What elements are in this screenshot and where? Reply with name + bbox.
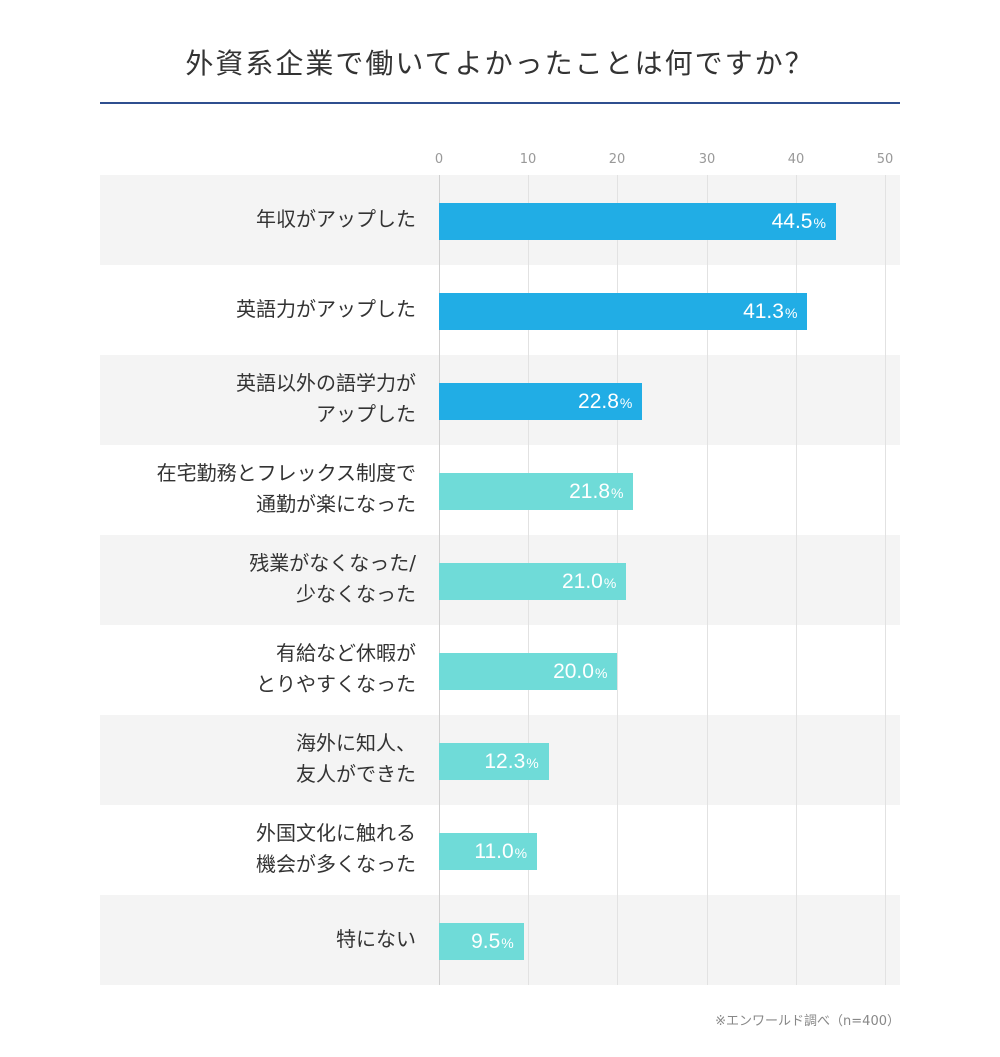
bar-value-label: 12.3%	[484, 743, 538, 780]
category-label-line: 有給など休暇が	[276, 641, 416, 665]
bar: 12.3%	[439, 742, 549, 780]
bar-value-label: 41.3%	[743, 293, 797, 330]
bar-value-unit: %	[611, 484, 624, 501]
gridline	[707, 175, 708, 985]
bar: 11.0%	[439, 832, 538, 870]
category-label: 年収がアップした	[100, 204, 416, 235]
category-label-line: 年収がアップした	[256, 206, 416, 231]
bar: 20.0%	[439, 652, 618, 690]
bar-value-unit: %	[594, 664, 608, 681]
gridline	[885, 175, 886, 985]
category-label-line: 海外に知人、	[296, 731, 416, 755]
x-tick-label: 0	[434, 152, 444, 167]
bar-value-number: 12.3	[484, 749, 526, 773]
bar-value-number: 20.0	[553, 659, 594, 683]
category-label-line: 特にない	[336, 926, 416, 951]
bar-value-unit: %	[526, 754, 539, 771]
bar-value-label: 21.8%	[569, 473, 623, 510]
bar-value-unit: %	[514, 844, 528, 861]
bar-value-number: 21.8	[569, 479, 610, 503]
bar: 41.3%	[439, 292, 808, 330]
category-label: 在宅勤務とフレックス制度で通勤が楽になった	[100, 458, 416, 520]
bar-value-label: 20.0%	[553, 653, 607, 690]
bar-value-label: 11.0%	[474, 833, 527, 870]
category-label-line: 残業がなくなった/	[249, 551, 416, 575]
gridline	[796, 175, 797, 985]
bar-value-unit: %	[603, 574, 617, 591]
bar: 44.5%	[439, 202, 836, 240]
category-label: 英語力がアップした	[100, 294, 416, 325]
bar-value-label: 44.5%	[772, 203, 826, 240]
bar-value-label: 9.5%	[471, 923, 514, 960]
title-underline	[100, 102, 900, 104]
category-label-line: 友人ができた	[296, 762, 416, 786]
source-note: ※エンワールド調べ（n=400）	[715, 1014, 900, 1029]
bar-value-unit: %	[501, 934, 514, 951]
bar-value-unit: %	[813, 214, 826, 231]
bar-value-number: 11.0	[474, 839, 514, 863]
bar-value-unit: %	[784, 304, 798, 321]
category-label: 特にない	[100, 924, 416, 955]
category-label-line: 少なくなった	[296, 582, 416, 606]
x-tick-label: 10	[519, 152, 537, 167]
bar-value-number: 21.0	[561, 569, 603, 593]
category-label: 有給など休暇がとりやすくなった	[100, 638, 416, 700]
category-label-line: アップした	[316, 402, 416, 426]
category-label: 外国文化に触れる 機会が多くなった	[100, 818, 416, 880]
category-label-line: 機会が多くなった	[256, 852, 416, 876]
category-label-line: 通勤が楽になった	[256, 492, 416, 516]
x-tick-label: 30	[698, 152, 716, 167]
category-label-line: 外国文化に触れる	[256, 821, 416, 845]
category-label: 英語以外の語学力がアップした	[100, 368, 416, 430]
category-label: 海外に知人、 友人ができた	[100, 728, 416, 790]
category-label-line: 英語力がアップした	[236, 296, 416, 321]
bar: 22.8%	[439, 382, 643, 420]
category-label-line: とりやすくなった	[256, 672, 416, 696]
bar-value-number: 22.8	[578, 389, 619, 413]
category-label-line: 在宅勤務とフレックス制度で	[156, 461, 416, 485]
x-tick-label: 40	[787, 152, 805, 167]
bar-value-number: 9.5	[471, 929, 501, 953]
bar-value-label: 21.0%	[562, 563, 616, 600]
bar: 21.0%	[439, 562, 627, 600]
chart-title: 外資系企業で働いてよかったことは何ですか？	[185, 47, 815, 80]
x-tick-label: 20	[608, 152, 626, 167]
bar-value-label: 22.8%	[578, 383, 632, 420]
bar: 21.8%	[439, 472, 634, 510]
bar-value-number: 44.5	[771, 209, 813, 233]
category-label: 残業がなくなった/少なくなった	[100, 548, 416, 610]
bar: 9.5%	[439, 922, 524, 960]
bar-value-unit: %	[619, 394, 633, 411]
x-tick-label: 50	[876, 152, 894, 167]
bar-value-number: 41.3	[743, 299, 784, 323]
category-label-line: 英語以外の語学力が	[236, 371, 416, 395]
